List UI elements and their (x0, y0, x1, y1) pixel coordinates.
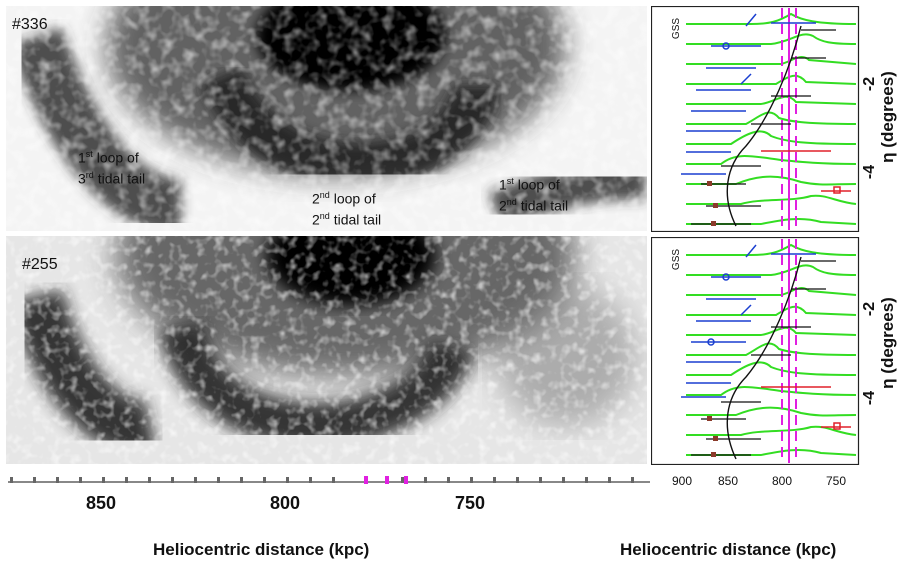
left-tick-800: 800 (270, 493, 301, 513)
annotation-1st-loop-3rd-tail: 1st loop of 3rd tidal tail (78, 149, 146, 187)
left-tick-850: 850 (86, 493, 117, 513)
left-distance-ruler (8, 476, 650, 484)
eta-axis-title-top: η (degrees) (877, 71, 897, 163)
right-tick-750: 750 (826, 474, 847, 488)
top-density-map: #336 1st loop of 3rd tidal tail 2nd loop… (6, 6, 647, 231)
bottom-green-profiles (686, 243, 857, 456)
eta-axis-title-bottom: η (degrees) (877, 297, 897, 389)
top-profile-plot (651, 6, 860, 232)
field-label-gss-top: GSS (671, 17, 683, 40)
eta-tick-bottom-minus4: -4 (861, 390, 879, 406)
right-tick-800: 800 (772, 474, 793, 488)
right-tick-850: 850 (718, 474, 739, 488)
right-axis-title: Heliocentric distance (kpc) (620, 540, 837, 559)
bottom-density-map-image (6, 236, 647, 464)
eta-tick-top-minus2: -2 (861, 76, 879, 92)
right-tick-900: 900 (672, 474, 693, 488)
left-tick-750: 750 (455, 493, 486, 513)
eta-tick-top-minus4: -4 (861, 164, 879, 180)
annotation-2nd-loop-2nd-tail: 2nd loop of 2nd tidal tail (312, 190, 382, 228)
annotation-1st-loop-2nd-tail: 1st loop of 2nd tidal tail (499, 176, 569, 214)
bottom-profile-plot (651, 237, 860, 465)
top-density-map-image (6, 6, 647, 231)
bottom-panel-id: #255 (22, 256, 58, 273)
eta-tick-bottom-minus2: -2 (861, 301, 879, 317)
left-axis-title: Heliocentric distance (kpc) (153, 540, 370, 559)
bottom-density-map: #255 (6, 236, 647, 464)
field-label-gss-bottom: GSS (671, 248, 683, 271)
top-panel-id: #336 (12, 16, 48, 33)
